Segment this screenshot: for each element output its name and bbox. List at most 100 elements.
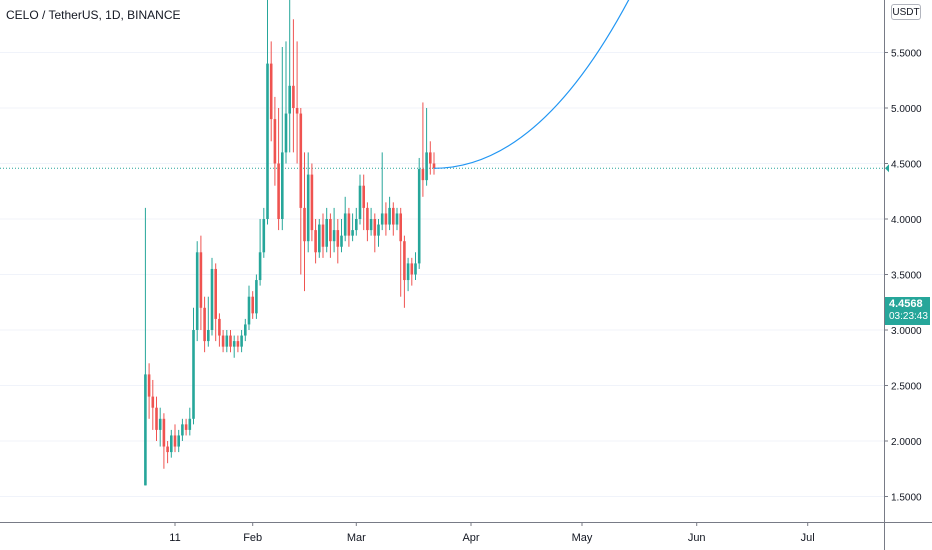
candle-body [151,396,155,408]
candle-body [388,207,391,225]
candle-body [351,230,354,236]
y-tick-label: 2.0000 [891,437,922,448]
candle-body [318,224,321,253]
x-tick-label: Jul [801,532,815,544]
x-tick-label: May [572,532,593,544]
candle-body [203,307,206,342]
candle-body [325,219,328,247]
candle-body [336,230,340,247]
x-tick-label: 11 [169,532,180,544]
candle-body [410,263,414,275]
candle-body [299,113,303,208]
candle-body [236,341,240,347]
candle-body [199,252,203,308]
candle-body [229,335,232,347]
y-tick-label: 5.5000 [891,49,922,60]
candle-body [158,418,162,430]
candle-body [421,169,425,181]
x-tick-label: Feb [243,532,262,544]
candle-body [355,219,358,231]
candle-body [340,235,343,247]
y-tick-label: 3.0000 [891,326,922,337]
candle-body [181,424,184,436]
y-tick-label: 1.5000 [891,493,922,504]
candle-body [392,207,395,225]
candle-body [425,152,428,181]
candle-body [247,296,251,325]
bar-countdown: 03:23:43 [889,311,928,322]
candle-body [273,119,277,164]
candle-body [343,213,347,236]
y-tick-label: 4.5000 [891,160,922,171]
candle-body [332,230,336,242]
candle-body [155,407,158,430]
candle-body [262,219,266,253]
candle-body [395,213,399,225]
candle-body [306,174,310,242]
x-tick-label: Mar [347,532,366,544]
last-price-label: 4.4568 03:23:43 [885,297,930,325]
candle-body [277,163,280,219]
candle-body [269,63,273,120]
candle-body [406,263,410,281]
candle-body [166,446,169,453]
candle-body [188,418,192,430]
price-label-pointer [885,164,889,173]
candle-body [432,163,436,169]
candle-body [366,207,369,231]
candle-body [399,213,402,242]
candle-body [403,241,406,281]
candle-body [195,252,199,330]
candle-body [207,330,210,342]
candle-body [144,374,147,486]
candle-body [214,268,217,319]
candle-body [295,108,299,114]
x-tick-label: Apr [462,532,479,544]
candle-body [170,435,173,453]
candle-body [284,113,288,153]
candle-body [310,174,314,231]
candle-body [251,296,254,314]
candle-body [429,152,432,164]
candle-body [321,224,325,247]
candle-body [225,335,229,347]
candle-body [358,185,362,219]
candle-body [192,330,195,419]
x-tick-label: Jun [688,532,706,544]
symbol-title[interactable]: CELO / TetherUS, 1D, BINANCE [6,8,181,22]
candle-body [347,213,351,236]
candle-body [303,207,306,242]
candle-body [244,324,247,336]
candle-body [232,341,236,347]
y-tick-label: 3.5000 [891,271,922,282]
y-tick-label: 2.5000 [891,382,922,393]
candle-body [369,219,373,231]
candle-body [218,318,221,336]
candle-body [147,374,151,397]
y-tick-label: 4.0000 [891,215,922,226]
candle-body [258,252,262,281]
candle-body [377,224,380,236]
last-price-value: 4.4568 [889,298,923,310]
candle-body [314,230,317,253]
candle-body [292,85,295,108]
candle-body [210,268,214,330]
y-tick-label: 5.0000 [891,104,922,115]
candle-body [417,169,421,264]
candle-body [380,213,384,225]
candle-body [173,435,177,447]
candle-body [362,185,365,208]
projection-curve [433,0,630,169]
candle-body [221,335,225,347]
candle-body [266,63,269,219]
candle-body [329,219,332,242]
currency-badge[interactable]: USDT [891,4,921,20]
candle-body [177,435,180,447]
candle-body [384,213,388,225]
candle-body [373,219,377,236]
candle-body [414,263,417,275]
candle-body [281,152,284,219]
candle-body [184,424,188,430]
